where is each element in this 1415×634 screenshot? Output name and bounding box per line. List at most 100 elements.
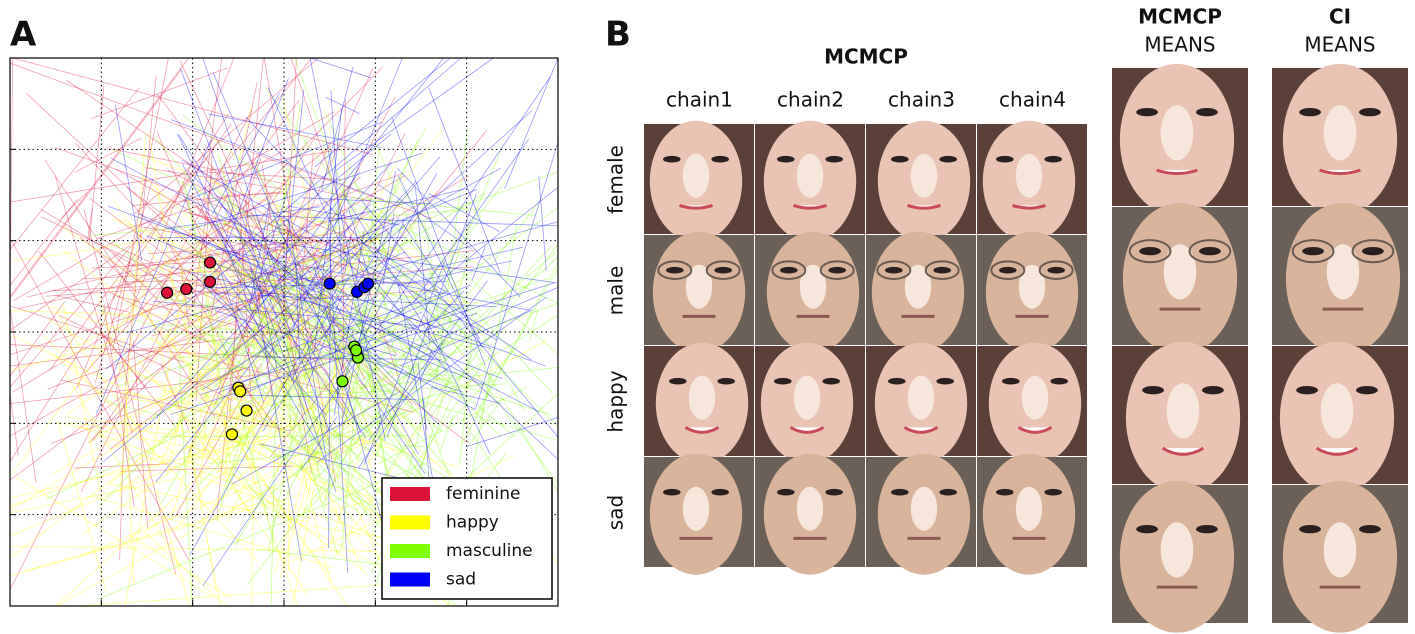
cheek: [799, 264, 827, 309]
trajectory: [427, 290, 464, 330]
trajectory: [9, 69, 182, 299]
trajectory: [155, 261, 335, 483]
eye: [891, 488, 909, 496]
trajectory: [236, 272, 436, 292]
cheek: [793, 375, 821, 420]
trajectory: [279, 399, 441, 491]
trajectory: [288, 175, 406, 243]
trajectory: [62, 226, 149, 287]
trajectory: [222, 375, 228, 477]
trajectory: [315, 285, 379, 457]
trajectory: [177, 133, 238, 259]
mouth: [793, 203, 827, 210]
trajectory: [9, 423, 278, 537]
trajectory: [538, 175, 547, 271]
trajectory: [193, 201, 254, 271]
trajectory: [375, 146, 503, 459]
row-label: male: [604, 266, 628, 316]
trajectory: [222, 171, 361, 359]
trajectory: [9, 367, 322, 405]
trajectory: [202, 77, 551, 586]
trajectory: [280, 383, 507, 398]
trajectory: [65, 288, 244, 416]
trajectory: [9, 175, 470, 437]
trajectory: [285, 371, 320, 435]
mouth: [1161, 446, 1205, 456]
cheek: [688, 375, 716, 420]
trajectory: [56, 483, 279, 607]
trajectory: [290, 57, 403, 334]
trajectory: [234, 199, 429, 547]
trajectory: [221, 285, 441, 445]
legend-label: sad: [446, 570, 476, 590]
trajectory: [256, 287, 443, 433]
trajectory: [203, 223, 425, 296]
trajectory: [76, 274, 124, 390]
eye: [711, 488, 729, 496]
eye: [1142, 386, 1164, 395]
face-image: [644, 453, 754, 575]
trajectory: [303, 246, 552, 515]
trajectory: [386, 371, 463, 377]
trajectory: [283, 258, 292, 445]
eye: [1044, 155, 1062, 163]
eye: [888, 377, 906, 385]
trajectory: [231, 340, 547, 510]
trajectory: [215, 248, 533, 312]
trajectory: [328, 239, 349, 573]
trajectory: [287, 219, 329, 469]
trajectory: [240, 305, 418, 368]
trajectory: [333, 441, 369, 459]
trajectory: [254, 397, 385, 484]
trajectory: [157, 323, 391, 342]
trajectory: [152, 278, 314, 337]
trajectory: [475, 267, 559, 415]
trajectory: [194, 338, 469, 375]
trajectory: [88, 197, 270, 333]
trajectory: [278, 329, 507, 435]
trajectory: [81, 381, 299, 535]
trajectory: [179, 435, 368, 575]
eye: [1356, 386, 1378, 395]
cheek: [1015, 153, 1043, 198]
trajectory: [9, 300, 66, 377]
trajectory: [179, 60, 345, 410]
glasses: [924, 260, 960, 281]
trajectory: [188, 212, 379, 254]
trajectory: [316, 296, 547, 463]
trajectory: [300, 416, 338, 471]
cheek: [796, 153, 824, 198]
trajectory: [325, 296, 404, 441]
panel-label: A: [10, 15, 37, 55]
point: [240, 404, 253, 417]
trajectory: [363, 259, 446, 465]
plot-frame: [9, 57, 559, 607]
trajectory: [347, 207, 559, 364]
trajectory: [119, 391, 194, 406]
eye: [1136, 108, 1158, 117]
trajectory: [149, 309, 330, 421]
point: [225, 428, 239, 441]
trajectory: [184, 417, 308, 595]
trajectory: [416, 287, 559, 349]
trajectory: [9, 156, 209, 388]
trajectory: [58, 314, 233, 401]
trajectory: [185, 188, 223, 387]
trajectory: [9, 62, 433, 219]
trajectory: [217, 264, 314, 297]
trajectory: [325, 97, 360, 115]
face-image: [1112, 63, 1248, 216]
point: [160, 286, 174, 299]
trajectory: [12, 57, 373, 155]
trajectory: [211, 185, 516, 438]
trajectory: [187, 170, 440, 425]
eye: [1139, 247, 1161, 256]
legend-swatch: [390, 515, 430, 530]
trajectory: [199, 391, 209, 484]
trajectory: [82, 268, 255, 280]
trajectory: [9, 394, 19, 456]
trajectory: [229, 228, 242, 416]
trajectory: [198, 254, 424, 485]
trajectory: [151, 188, 334, 394]
